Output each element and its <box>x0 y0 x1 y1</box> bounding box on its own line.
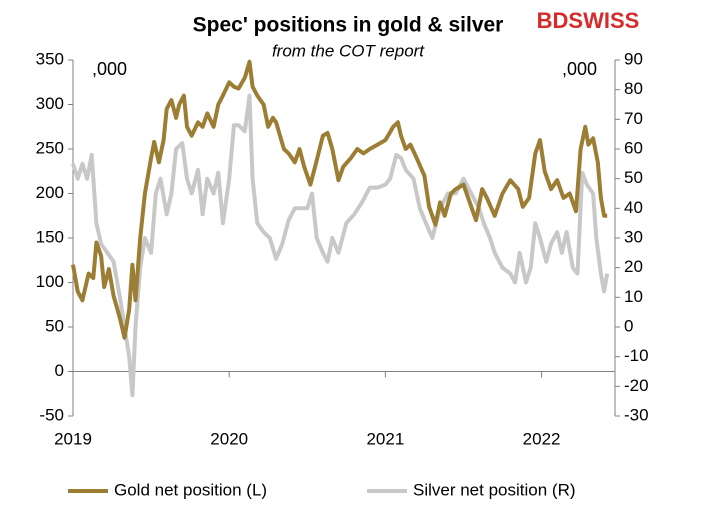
x-tick-label: 2021 <box>366 429 404 448</box>
chart-title: Spec' positions in gold & silver <box>193 14 504 37</box>
y-tick-label: 250 <box>36 138 64 157</box>
y2-tick-label: 10 <box>624 287 643 306</box>
y2-tick-label: -10 <box>624 346 649 365</box>
series-line <box>71 59 608 340</box>
y2-tick-label: 40 <box>624 198 643 217</box>
y2-tick-label: 30 <box>624 227 643 246</box>
y-tick-label: 100 <box>36 272 64 291</box>
brand-logo: BDSWISS <box>537 8 640 33</box>
unit-note: ,000 <box>562 59 597 79</box>
x-tick-label: 2019 <box>54 429 92 448</box>
legend: Gold net position (L) Silver net position… <box>68 480 576 499</box>
x-tick-label: 2022 <box>523 429 561 448</box>
series-line <box>71 93 610 398</box>
y-tick-label: 300 <box>36 94 64 113</box>
y2-tick-label: 20 <box>624 257 643 276</box>
y-tick-label: 50 <box>45 316 64 335</box>
y2-tick-label: -30 <box>624 405 649 424</box>
chart-subtitle: from the COT report <box>272 41 425 60</box>
y2-tick-label: -20 <box>624 376 649 395</box>
y2-tick-label: 80 <box>624 79 643 98</box>
y2-tick-label: 0 <box>624 316 633 335</box>
y2-tick-label: 50 <box>624 168 643 187</box>
y-tick-label: 150 <box>36 227 64 246</box>
y-tick-label: 0 <box>55 361 64 380</box>
y-tick-label: 200 <box>36 183 64 202</box>
x-tick-label: 2020 <box>210 429 248 448</box>
unit-note: ,000 <box>92 59 127 79</box>
y2-tick-label: 90 <box>624 49 643 68</box>
y-tick-label: 350 <box>36 49 64 68</box>
legend-label: Gold net position (L) <box>114 480 267 499</box>
y-tick-label: -50 <box>39 405 64 424</box>
y2-tick-label: 60 <box>624 138 643 157</box>
legend-label: Silver net position (R) <box>413 480 576 499</box>
y2-tick-label: 70 <box>624 109 643 128</box>
